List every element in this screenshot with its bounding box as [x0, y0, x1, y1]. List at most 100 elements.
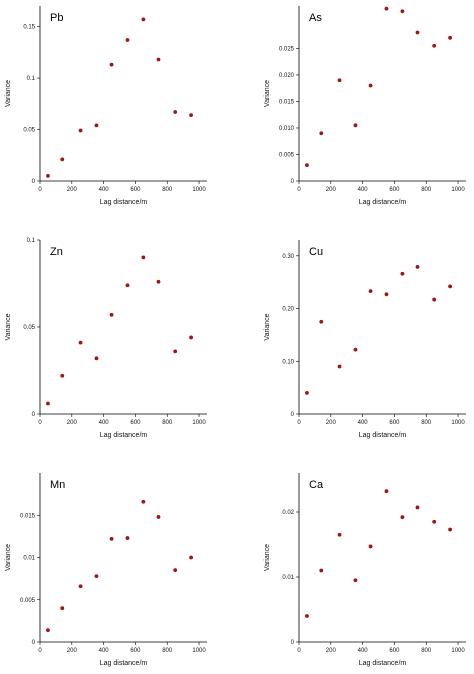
- x-axis-title: Lag distance/m: [359, 199, 407, 206]
- x-tick-label: 800: [162, 187, 173, 193]
- y-tick-label: 0: [291, 640, 295, 646]
- panel-title: Zn: [50, 246, 63, 258]
- x-axis-title: Lag distance/m: [359, 432, 407, 439]
- x-tick-label: 600: [130, 187, 141, 193]
- data-point: [189, 113, 193, 118]
- x-tick-label: 400: [99, 648, 110, 654]
- y-tick-label: 0.020: [279, 73, 295, 79]
- data-point: [400, 9, 405, 14]
- x-tick-label: 800: [162, 648, 173, 654]
- data-point: [109, 312, 114, 317]
- data-point: [141, 255, 146, 260]
- y-tick-label: 0.015: [279, 99, 295, 105]
- data-point: [156, 57, 161, 62]
- panel-title: Mn: [50, 479, 65, 491]
- data-point: [125, 283, 130, 288]
- data-point: [384, 489, 389, 494]
- x-tick-label: 400: [99, 187, 110, 193]
- y-tick-label: 0.15: [23, 25, 35, 31]
- data-point: [78, 340, 83, 345]
- x-tick-label: 0: [38, 187, 42, 193]
- x-tick-label: 600: [130, 648, 141, 654]
- x-tick-label: 0: [297, 187, 301, 193]
- x-tick-label: 800: [421, 187, 432, 193]
- data-point: [415, 505, 420, 510]
- y-axis-title: Variance: [5, 544, 12, 571]
- data-point: [448, 284, 452, 289]
- y-tick-label: 0.005: [279, 152, 295, 158]
- y-axis-title: Variance: [264, 313, 271, 340]
- x-tick-label: 0: [38, 420, 42, 426]
- data-point: [173, 110, 178, 114]
- y-tick-label: 0.05: [23, 128, 35, 134]
- y-tick-label: 0.05: [23, 325, 35, 331]
- data-point: [305, 391, 309, 395]
- data-point: [109, 62, 114, 67]
- data-point: [432, 297, 437, 302]
- data-point: [60, 157, 65, 162]
- x-tick-label: 1000: [192, 420, 206, 426]
- y-tick-label: 0.30: [282, 254, 294, 260]
- x-axis-title: Lag distance/m: [100, 432, 148, 439]
- data-point: [400, 515, 405, 520]
- data-point: [415, 264, 420, 269]
- data-point: [94, 356, 99, 361]
- data-point: [109, 537, 114, 541]
- y-axis-title: Variance: [5, 80, 12, 107]
- y-tick-label: 0: [291, 179, 295, 185]
- data-point: [432, 43, 437, 48]
- y-tick-label: 0.10: [282, 359, 294, 365]
- data-point: [415, 30, 420, 35]
- panel-ca: Ca 0 200 400 600 800 1000 0 0.01 0.02 Lag distance…: [264, 473, 466, 667]
- data-point: [173, 568, 178, 573]
- x-tick-label: 1000: [451, 187, 465, 193]
- data-point: [173, 349, 178, 354]
- data-point: [305, 163, 309, 167]
- x-tick-label: 200: [67, 648, 78, 654]
- x-tick-label: 1000: [192, 648, 206, 654]
- panel-title: Cu: [309, 246, 323, 258]
- data-point: [368, 83, 373, 88]
- data-point: [448, 35, 452, 40]
- data-point: [368, 544, 373, 549]
- y-tick-label: 0.005: [20, 598, 36, 604]
- y-tick-label: 0.01: [23, 556, 35, 562]
- data-point: [384, 292, 389, 297]
- data-point: [94, 574, 99, 578]
- data-point: [353, 123, 358, 128]
- x-tick-label: 800: [162, 420, 173, 426]
- x-axis-title: Lag distance/m: [359, 660, 407, 667]
- x-axis-title: Lag distance/m: [100, 660, 148, 667]
- data-point: [305, 614, 309, 618]
- data-point: [189, 335, 193, 340]
- y-tick-label: 0.02: [282, 510, 294, 516]
- y-tick-label: 0.20: [282, 307, 294, 313]
- data-point: [189, 555, 193, 560]
- y-tick-label: 0: [32, 640, 36, 646]
- y-tick-label: 0: [291, 412, 295, 418]
- x-tick-label: 400: [358, 187, 369, 193]
- data-point: [156, 515, 161, 519]
- y-tick-label: 0.015: [20, 513, 36, 519]
- data-point: [60, 606, 65, 611]
- data-point: [448, 527, 452, 532]
- data-point: [78, 128, 83, 133]
- data-point: [78, 584, 83, 589]
- data-point: [432, 519, 437, 524]
- data-point: [125, 38, 130, 42]
- data-point: [353, 347, 358, 352]
- y-tick-label: 0.1: [27, 76, 36, 82]
- x-tick-label: 600: [130, 420, 141, 426]
- panel-mn: Mn 0 200 400 600 800 1000 0 0.005 0.01 0.015 Lag di…: [5, 473, 207, 667]
- x-tick-label: 0: [297, 648, 301, 654]
- data-point: [337, 532, 342, 537]
- x-tick-label: 400: [99, 420, 110, 426]
- data-point: [337, 78, 342, 83]
- data-point: [125, 536, 130, 540]
- x-tick-label: 200: [67, 420, 78, 426]
- data-point: [46, 628, 50, 633]
- panel-cu: Cu 0 200 400 600 800 1000 0 0.10 0.20 0.30 Lag dist…: [264, 240, 466, 439]
- x-tick-label: 400: [358, 420, 369, 426]
- panel-pb: Pb 0 200 400 600 800 1000 0 0.05 0.1 0.15 Lag dista…: [5, 6, 207, 206]
